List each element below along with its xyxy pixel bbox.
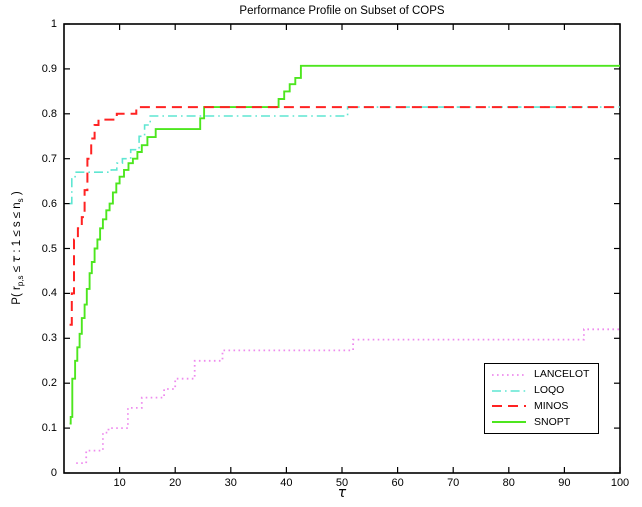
series-snopt (69, 64, 620, 425)
y-tick-label: 0.6 (41, 197, 57, 210)
series-minos (69, 106, 620, 326)
y-label-tau: τ (8, 255, 23, 263)
x-tick-label: 70 (447, 477, 460, 489)
y-tick-label: 1 (50, 18, 57, 30)
y-label-text: ) (10, 191, 23, 199)
y-tick-label: 0.9 (41, 62, 57, 75)
y-tick-label: 0.5 (41, 242, 57, 255)
x-tick-label: 20 (169, 477, 182, 489)
legend-line-dashdot (492, 389, 526, 392)
legend-item-loqo: LOQO (491, 384, 598, 398)
legend-label: MINOS (534, 399, 569, 412)
legend-label: LANCELOT (534, 368, 590, 381)
x-tick-label: 60 (391, 477, 404, 489)
x-tick-label: 100 (610, 477, 630, 489)
y-tick-label: 0.4 (41, 287, 57, 300)
y-tick-label: 0.8 (41, 107, 57, 120)
y-label-text: P( r (10, 286, 23, 305)
chart-title: Performance Profile on Subset of COPS (239, 5, 445, 17)
x-tick-label: 50 (335, 477, 349, 489)
y-tick-label: 0.7 (41, 152, 57, 165)
x-tick-label: 40 (280, 477, 293, 489)
y-tick-label: 0.1 (41, 422, 57, 435)
legend: LANCELOT LOQO MINOS SNOPT (484, 363, 599, 434)
x-tick-label: 30 (224, 477, 237, 489)
legend-item-lancelot: LANCELOT (491, 368, 598, 382)
legend-label: LOQO (534, 384, 565, 397)
y-tick-label: 0.3 (41, 332, 57, 345)
series-lancelot (76, 328, 620, 464)
x-tick-label: 90 (558, 477, 571, 489)
y-axis-label: P( rp,s ≤ τ : 1 ≤ s ≤ ns ) (9, 191, 25, 304)
legend-label: SNOPT (534, 415, 571, 428)
y-tick-label: 0 (50, 467, 57, 479)
legend-item-snopt: SNOPT (491, 415, 598, 429)
legend-item-minos: MINOS (491, 399, 598, 413)
legend-line-dashed (492, 405, 526, 408)
y-label-text: : 1 ≤ s ≤ n (10, 202, 23, 256)
y-label-text: ≤ (10, 262, 23, 276)
x-tick-label: 10 (113, 477, 126, 489)
legend-line-solid (492, 421, 526, 424)
y-tick-label: 0.2 (41, 377, 57, 390)
x-tick-label: 80 (502, 477, 515, 489)
y-label-sub-ps: p,s (16, 275, 26, 287)
legend-line-dotted (492, 373, 526, 376)
series-loqo (69, 106, 620, 205)
x-axis-label: τ (337, 485, 347, 501)
y-label-sub-s: s (16, 198, 26, 203)
